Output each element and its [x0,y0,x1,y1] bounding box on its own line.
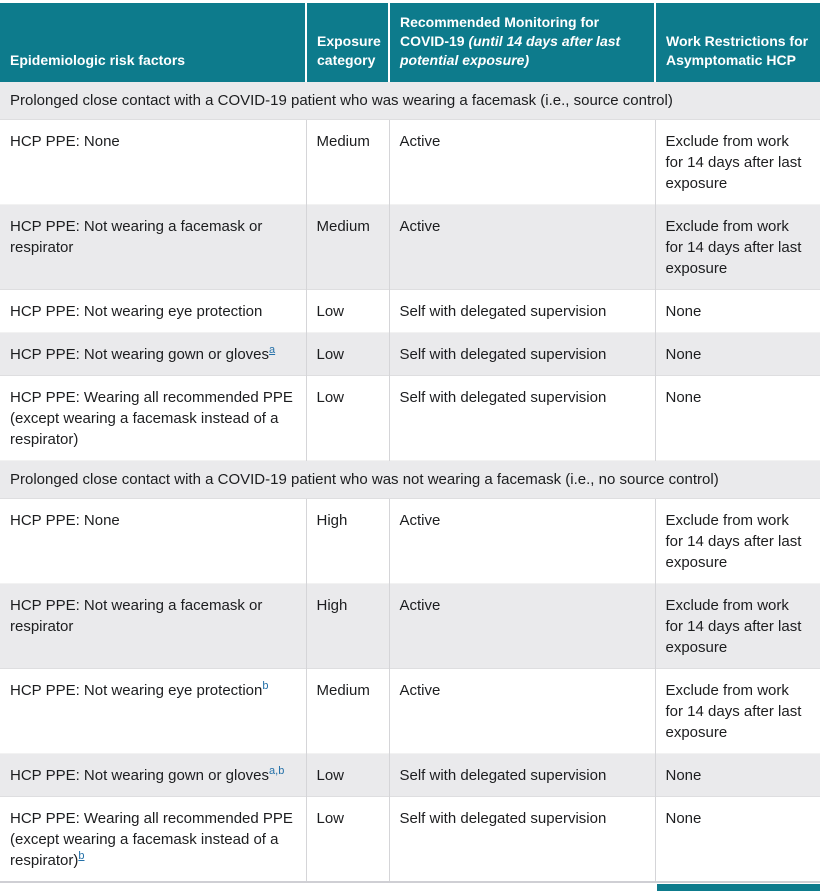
table-row: HCP PPE: Wearing all recommended PPE (ex… [0,375,820,461]
exposure-cell: Low [305,375,389,461]
risk-text: HCP PPE: Not wearing a facemask or respi… [10,218,263,256]
exposure-cell: High [305,498,389,584]
header-work-restrictions-label: Work Restrictions for Asymptomatic HCP [666,33,809,68]
footnote-link[interactable]: b [262,680,269,692]
risk-factor-cell: HCP PPE: Not wearing gown or glovesa,b [0,753,306,797]
exposure-cell: Low [305,289,389,333]
section-header-row: Prolonged close contact with a COVID-19 … [0,460,820,499]
risk-text: HCP PPE: Not wearing eye protection [10,303,263,320]
header-work-restrictions: Work Restrictions for Asymptomatic HCP [654,3,820,82]
restrictions-cell: Exclude from work for 14 days after last… [654,583,820,669]
section-header-cell: Prolonged close contact with a COVID-19 … [0,460,820,499]
risk-factor-cell: HCP PPE: Not wearing a facemask or respi… [0,583,306,669]
section-title: Prolonged close contact with a COVID-19 … [10,471,719,488]
footnote-sup: b [78,848,84,862]
risk-text: HCP PPE: Not wearing gown or gloves [10,346,270,363]
exposure-cell: Low [305,332,389,376]
table-body: Prolonged close contact with a COVID-19 … [0,82,820,882]
exposure-cell: Medium [305,668,389,754]
monitoring-cell: Active [388,668,655,754]
risk-text: HCP PPE: Not wearing gown or gloves [10,767,270,784]
header-row: Epidemiologic risk factors Exposure cate… [0,3,820,82]
restrictions-cell: None [654,289,820,333]
restrictions-cell: Exclude from work for 14 days after last… [654,668,820,754]
restrictions-cell: None [654,375,820,461]
table-row: HCP PPE: Not wearing gown or glovesa,b L… [0,753,820,797]
restrictions-cell: None [654,796,820,882]
table-row: HCP PPE: Not wearing eye protection Low … [0,289,820,333]
header-monitoring-label: Recommended Monitoring for COVID-19 [400,14,600,49]
restrictions-cell: None [654,332,820,376]
risk-factor-cell: HCP PPE: Not wearing eye protection [0,289,306,333]
monitoring-cell: Active [388,119,655,205]
section-header-cell: Prolonged close contact with a COVID-19 … [0,82,820,120]
monitoring-cell: Active [388,204,655,290]
monitoring-cell: Active [388,498,655,584]
monitoring-cell: Self with delegated supervision [388,289,655,333]
risk-factor-cell: HCP PPE: Wearing all recommended PPE (ex… [0,796,306,882]
risk-factor-cell: HCP PPE: None [0,119,306,205]
header-exposure-category: Exposure category [305,3,389,82]
risk-text: HCP PPE: Wearing all recommended PPE (ex… [10,389,293,448]
exposure-cell: Medium [305,204,389,290]
table-row: HCP PPE: Not wearing eye protectionb Med… [0,668,820,754]
exposure-cell: High [305,583,389,669]
monitoring-cell: Self with delegated supervision [388,796,655,882]
monitoring-cell: Self with delegated supervision [388,375,655,461]
footnote-sup: b [262,678,268,692]
risk-factor-cell: HCP PPE: Wearing all recommended PPE (ex… [0,375,306,461]
restrictions-cell: Exclude from work for 14 days after last… [654,119,820,205]
exposure-cell: Medium [305,119,389,205]
risk-text: HCP PPE: None [10,512,120,529]
header-monitoring-note: (until 14 days after last potential expo… [400,33,621,68]
section-title: Prolonged close contact with a COVID-19 … [10,92,673,109]
monitoring-cell: Self with delegated supervision [388,332,655,376]
header-risk-factors-label: Epidemiologic risk factors [10,52,186,68]
risk-text: HCP PPE: None [10,133,120,150]
restrictions-cell: None [654,753,820,797]
risk-text: HCP PPE: Not wearing eye protection [10,682,263,699]
header-exposure-category-label: Exposure category [317,33,381,68]
monitoring-cell: Self with delegated supervision [388,753,655,797]
table-row: HCP PPE: Not wearing a facemask or respi… [0,583,820,669]
restrictions-cell: Exclude from work for 14 days after last… [654,204,820,290]
restrictions-cell: Exclude from work for 14 days after last… [654,498,820,584]
exposure-cell: Low [305,753,389,797]
table-row: HCP PPE: Not wearing gown or glovesa Low… [0,332,820,376]
monitoring-cell: Active [388,583,655,669]
table-row: HCP PPE: None High Active Exclude from w… [0,498,820,584]
risk-factor-cell: HCP PPE: Not wearing a facemask or respi… [0,204,306,290]
exposure-cell: Low [305,796,389,882]
header-monitoring: Recommended Monitoring for COVID-19 (unt… [388,3,655,82]
header-risk-factors: Epidemiologic risk factors [0,3,306,82]
risk-factor-cell: HCP PPE: Not wearing eye protectionb [0,668,306,754]
table-row: HCP PPE: Wearing all recommended PPE (ex… [0,796,820,882]
section-header-row: Prolonged close contact with a COVID-19 … [0,82,820,120]
footnote-sup: a,b [269,763,284,777]
footnote-sup: a [269,342,275,356]
table-header: Epidemiologic risk factors Exposure cate… [0,3,820,82]
risk-text: HCP PPE: Not wearing a facemask or respi… [10,597,263,635]
risk-text: HCP PPE: Wearing all recommended PPE (ex… [10,810,293,869]
table-row: HCP PPE: None Medium Active Exclude from… [0,119,820,205]
footnote-link[interactable]: b [78,850,85,862]
risk-factor-cell: HCP PPE: Not wearing gown or glovesa [0,332,306,376]
footnote-link[interactable]: a [269,344,276,356]
risk-factor-cell: HCP PPE: None [0,498,306,584]
table-row: HCP PPE: Not wearing a facemask or respi… [0,204,820,290]
exposure-risk-table: Epidemiologic risk factors Exposure cate… [0,3,820,883]
footnote-link[interactable]: a,b [269,765,285,777]
next-table-header-sliver [657,884,820,891]
